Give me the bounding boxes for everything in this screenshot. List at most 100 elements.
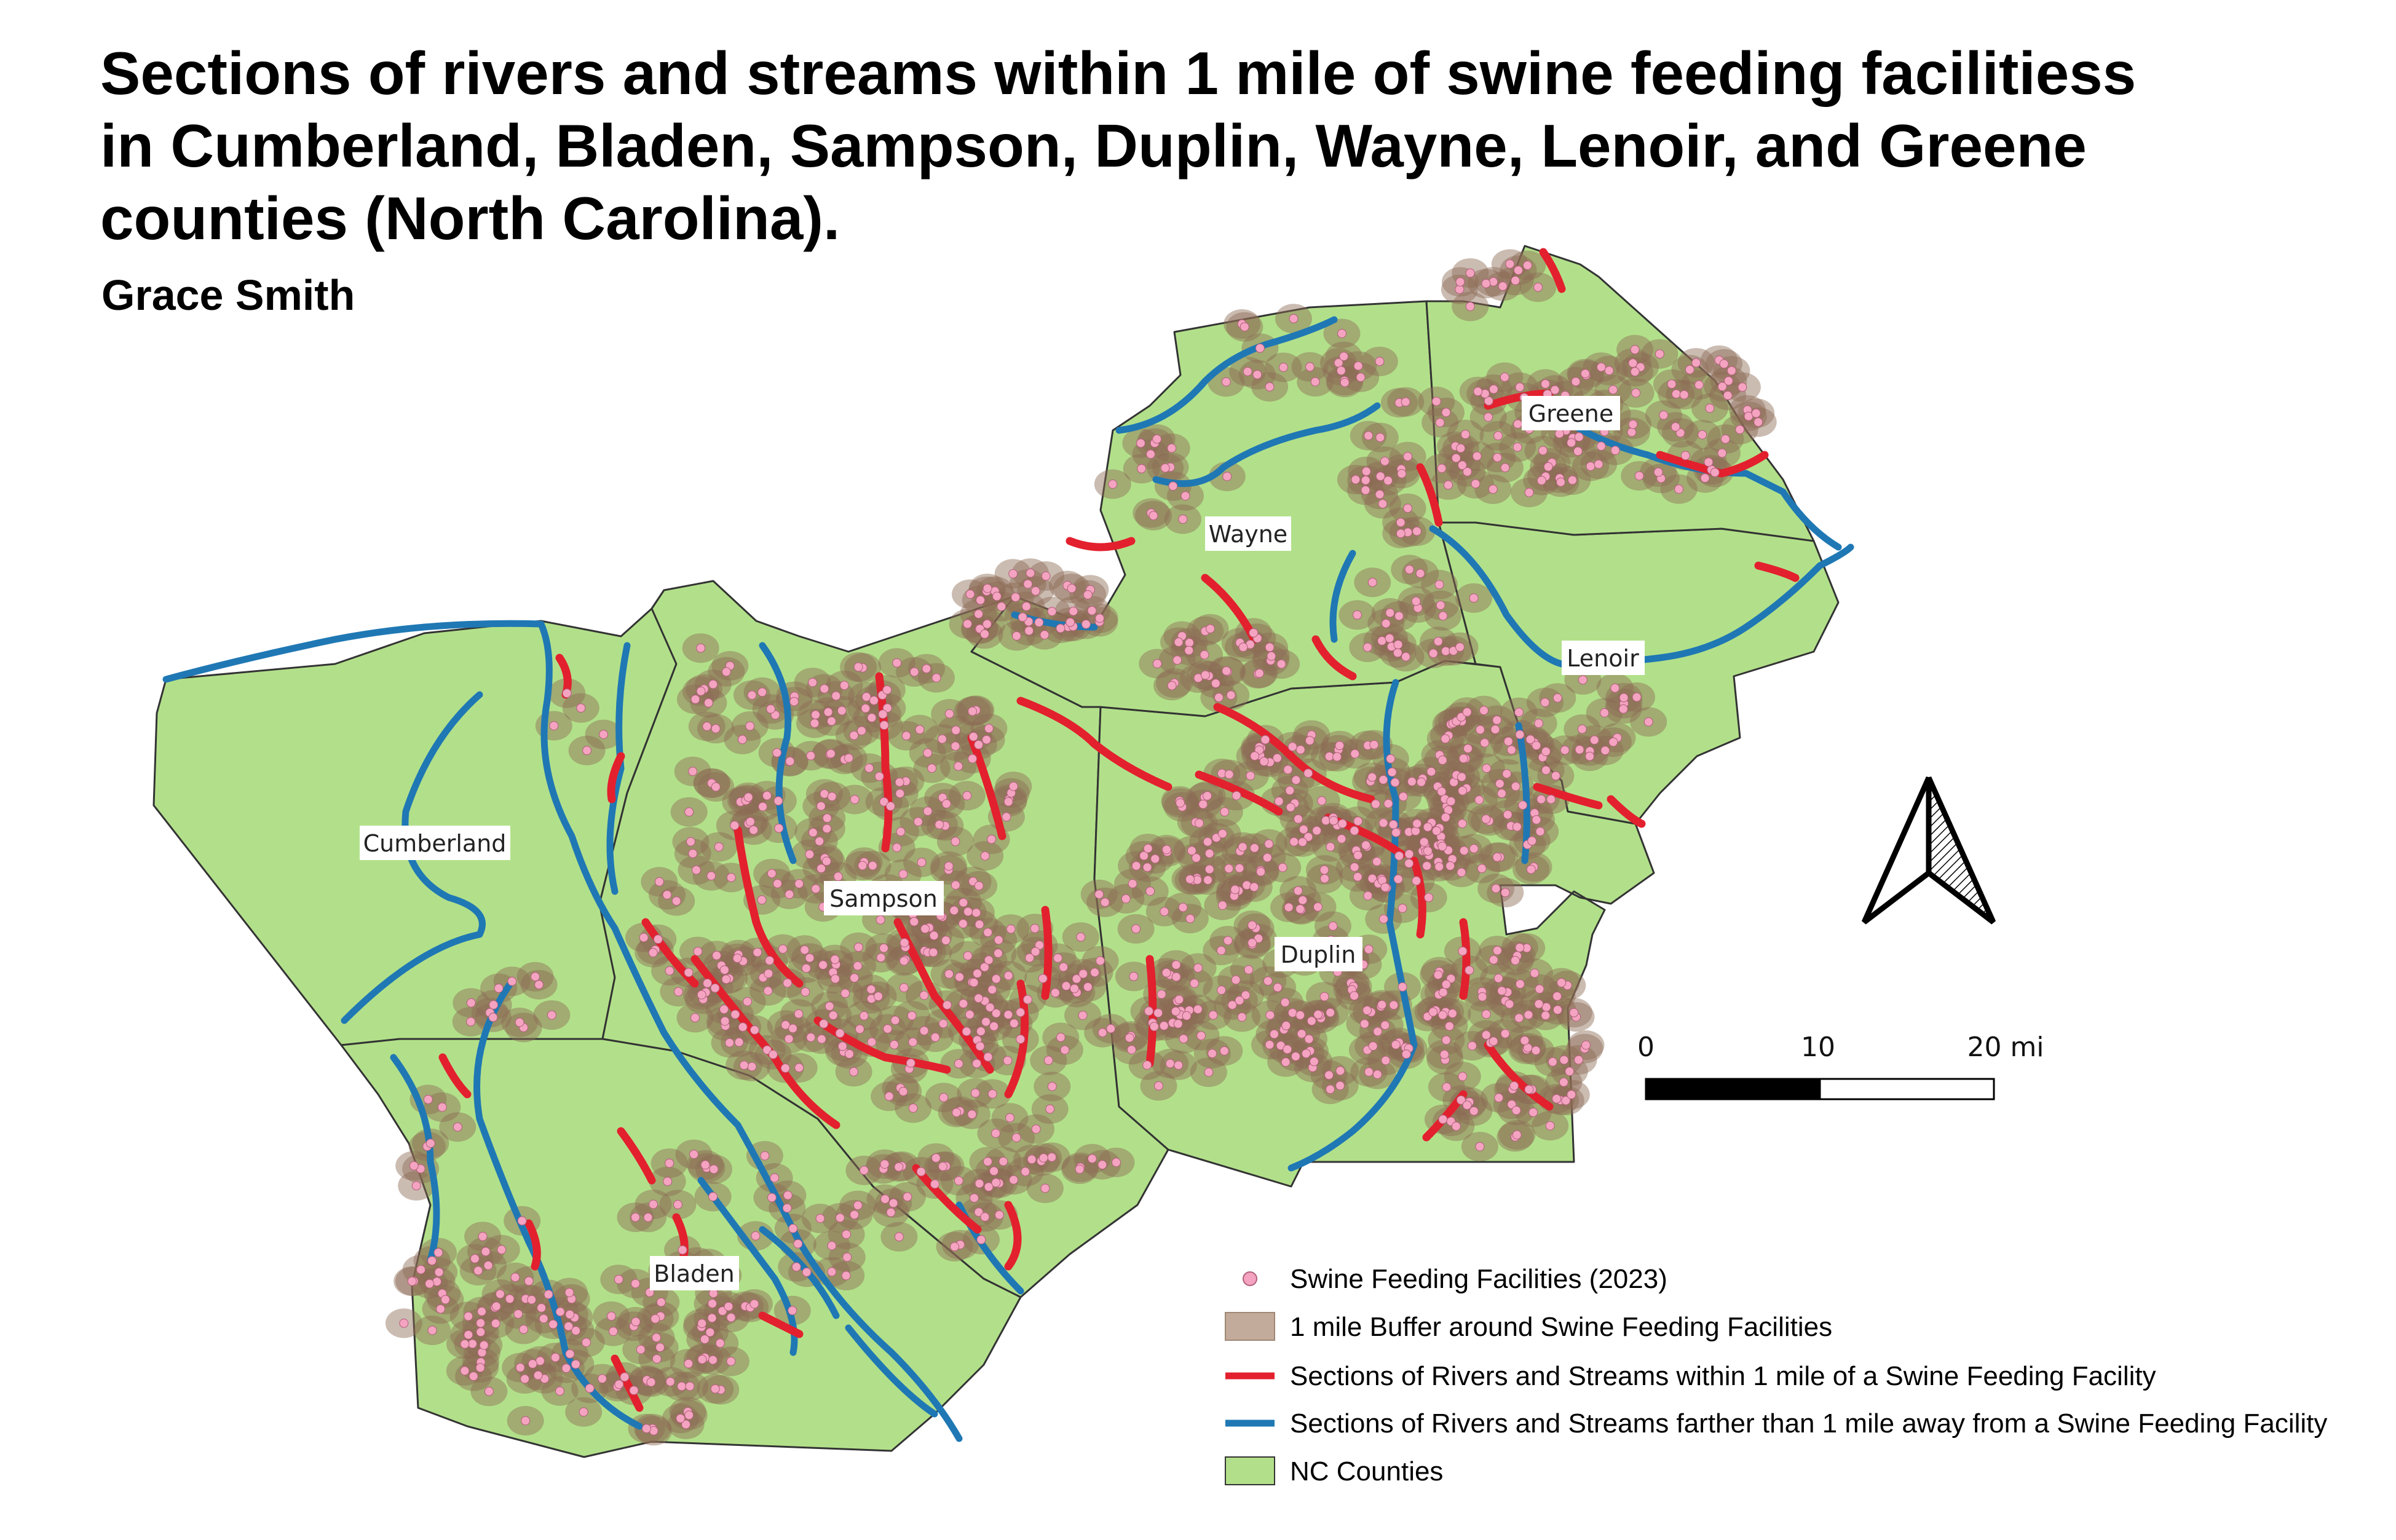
swine-facility-point[interactable]	[1171, 960, 1181, 969]
swine-facility-point[interactable]	[1627, 427, 1637, 437]
swine-facility-point[interactable]	[1477, 864, 1487, 874]
swine-facility-point[interactable]	[571, 1326, 581, 1335]
swine-facility-point[interactable]	[1222, 666, 1232, 676]
swine-facility-point[interactable]	[1477, 992, 1487, 1001]
swine-facility-point[interactable]	[1016, 1008, 1026, 1017]
swine-facility-point[interactable]	[1249, 843, 1259, 853]
swine-facility-point[interactable]	[1398, 904, 1407, 913]
swine-facility-point[interactable]	[1424, 893, 1434, 902]
swine-facility-point[interactable]	[745, 817, 755, 827]
swine-facility-point[interactable]	[1474, 795, 1484, 805]
swine-facility-point[interactable]	[1608, 385, 1618, 395]
swine-facility-point[interactable]	[1500, 1029, 1510, 1038]
swine-facility-point[interactable]	[1152, 434, 1162, 444]
swine-facility-point[interactable]	[1260, 735, 1270, 744]
swine-facility-point[interactable]	[1193, 963, 1203, 973]
swine-facility-point[interactable]	[882, 703, 892, 713]
swine-facility-point[interactable]	[1024, 626, 1034, 636]
swine-facility-point[interactable]	[840, 989, 850, 998]
swine-facility-point[interactable]	[1524, 488, 1534, 497]
swine-facility-point[interactable]	[711, 782, 721, 792]
swine-facility-point[interactable]	[1412, 876, 1421, 886]
swine-facility-point[interactable]	[908, 1037, 918, 1047]
swine-facility-point[interactable]	[1404, 849, 1414, 859]
swine-facility-point[interactable]	[923, 748, 933, 758]
swine-facility-point[interactable]	[1295, 745, 1305, 754]
swine-facility-point[interactable]	[1301, 1049, 1311, 1059]
swine-facility-point[interactable]	[1503, 736, 1513, 746]
swine-facility-point[interactable]	[889, 1040, 899, 1049]
swine-facility-point[interactable]	[1172, 655, 1182, 665]
swine-facility-point[interactable]	[684, 1410, 694, 1420]
swine-facility-point[interactable]	[1455, 642, 1465, 652]
swine-facility-point[interactable]	[564, 1321, 574, 1331]
swine-facility-point[interactable]	[1577, 724, 1587, 734]
swine-facility-point[interactable]	[749, 1299, 759, 1309]
swine-facility-point[interactable]	[1252, 369, 1262, 379]
swine-facility-point[interactable]	[1377, 1000, 1387, 1009]
swine-facility-point[interactable]	[1534, 999, 1544, 1009]
swine-facility-point[interactable]	[1008, 569, 1018, 578]
swine-facility-point[interactable]	[1061, 981, 1071, 991]
swine-facility-point[interactable]	[1441, 408, 1451, 417]
swine-facility-point[interactable]	[1586, 462, 1595, 471]
swine-facility-point[interactable]	[1378, 499, 1388, 508]
swine-facility-point[interactable]	[1437, 842, 1447, 851]
swine-facility-point[interactable]	[808, 677, 818, 687]
swine-facility-point[interactable]	[1364, 1067, 1374, 1077]
swine-facility-point[interactable]	[1241, 990, 1251, 1000]
swine-facility-point[interactable]	[749, 1025, 759, 1035]
swine-facility-point[interactable]	[1551, 771, 1560, 781]
swine-facility-point[interactable]	[411, 1181, 421, 1191]
swine-facility-point[interactable]	[941, 799, 951, 808]
swine-facility-point[interactable]	[1180, 491, 1190, 501]
swine-facility-point[interactable]	[1385, 633, 1394, 643]
swine-facility-point[interactable]	[801, 987, 810, 997]
swine-facility-point[interactable]	[1009, 1019, 1019, 1029]
swine-facility-point[interactable]	[984, 724, 994, 733]
swine-facility-point[interactable]	[631, 1279, 640, 1289]
swine-facility-point[interactable]	[952, 1108, 962, 1118]
swine-facility-point[interactable]	[1631, 388, 1641, 398]
swine-facility-point[interactable]	[711, 724, 721, 733]
swine-facility-point[interactable]	[1127, 1045, 1136, 1054]
swine-facility-point[interactable]	[1380, 456, 1390, 466]
swine-facility-point[interactable]	[665, 966, 674, 976]
swine-facility-point[interactable]	[1203, 791, 1212, 800]
swine-facility-point[interactable]	[879, 943, 888, 953]
swine-facility-point[interactable]	[1670, 422, 1680, 432]
swine-facility-point[interactable]	[697, 990, 706, 1000]
swine-facility-point[interactable]	[1317, 796, 1327, 806]
swine-facility-point[interactable]	[685, 1381, 695, 1391]
swine-facility-point[interactable]	[1220, 807, 1230, 816]
swine-facility-point[interactable]	[425, 1139, 435, 1148]
swine-facility-point[interactable]	[565, 1309, 575, 1319]
swine-facility-point[interactable]	[1492, 452, 1502, 462]
swine-facility-point[interactable]	[1153, 1008, 1163, 1018]
swine-facility-point[interactable]	[1244, 965, 1254, 974]
swine-facility-point[interactable]	[1540, 698, 1550, 708]
swine-facility-point[interactable]	[972, 1059, 982, 1068]
swine-facility-point[interactable]	[697, 1354, 707, 1364]
swine-facility-point[interactable]	[1533, 282, 1543, 292]
swine-facility-point[interactable]	[764, 969, 773, 979]
swine-facility-point[interactable]	[1274, 796, 1284, 806]
swine-facility-point[interactable]	[1375, 472, 1385, 481]
swine-facility-point[interactable]	[1043, 1056, 1053, 1065]
swine-facility-point[interactable]	[1226, 690, 1236, 700]
swine-facility-point[interactable]	[1034, 618, 1044, 627]
swine-facility-point[interactable]	[1565, 1067, 1575, 1076]
swine-facility-point[interactable]	[1312, 826, 1322, 835]
swine-facility-point[interactable]	[855, 1024, 864, 1034]
swine-facility-point[interactable]	[772, 748, 782, 757]
swine-facility-point[interactable]	[1465, 268, 1475, 278]
swine-facility-point[interactable]	[886, 801, 895, 811]
swine-facility-point[interactable]	[1520, 1036, 1530, 1045]
swine-facility-point[interactable]	[1495, 779, 1504, 789]
swine-facility-point[interactable]	[469, 1372, 478, 1381]
swine-facility-point[interactable]	[1378, 775, 1388, 784]
swine-facility-point[interactable]	[1095, 614, 1105, 623]
swine-facility-point[interactable]	[1585, 751, 1595, 761]
swine-facility-point[interactable]	[1511, 1105, 1521, 1115]
swine-facility-point[interactable]	[1313, 1009, 1323, 1019]
